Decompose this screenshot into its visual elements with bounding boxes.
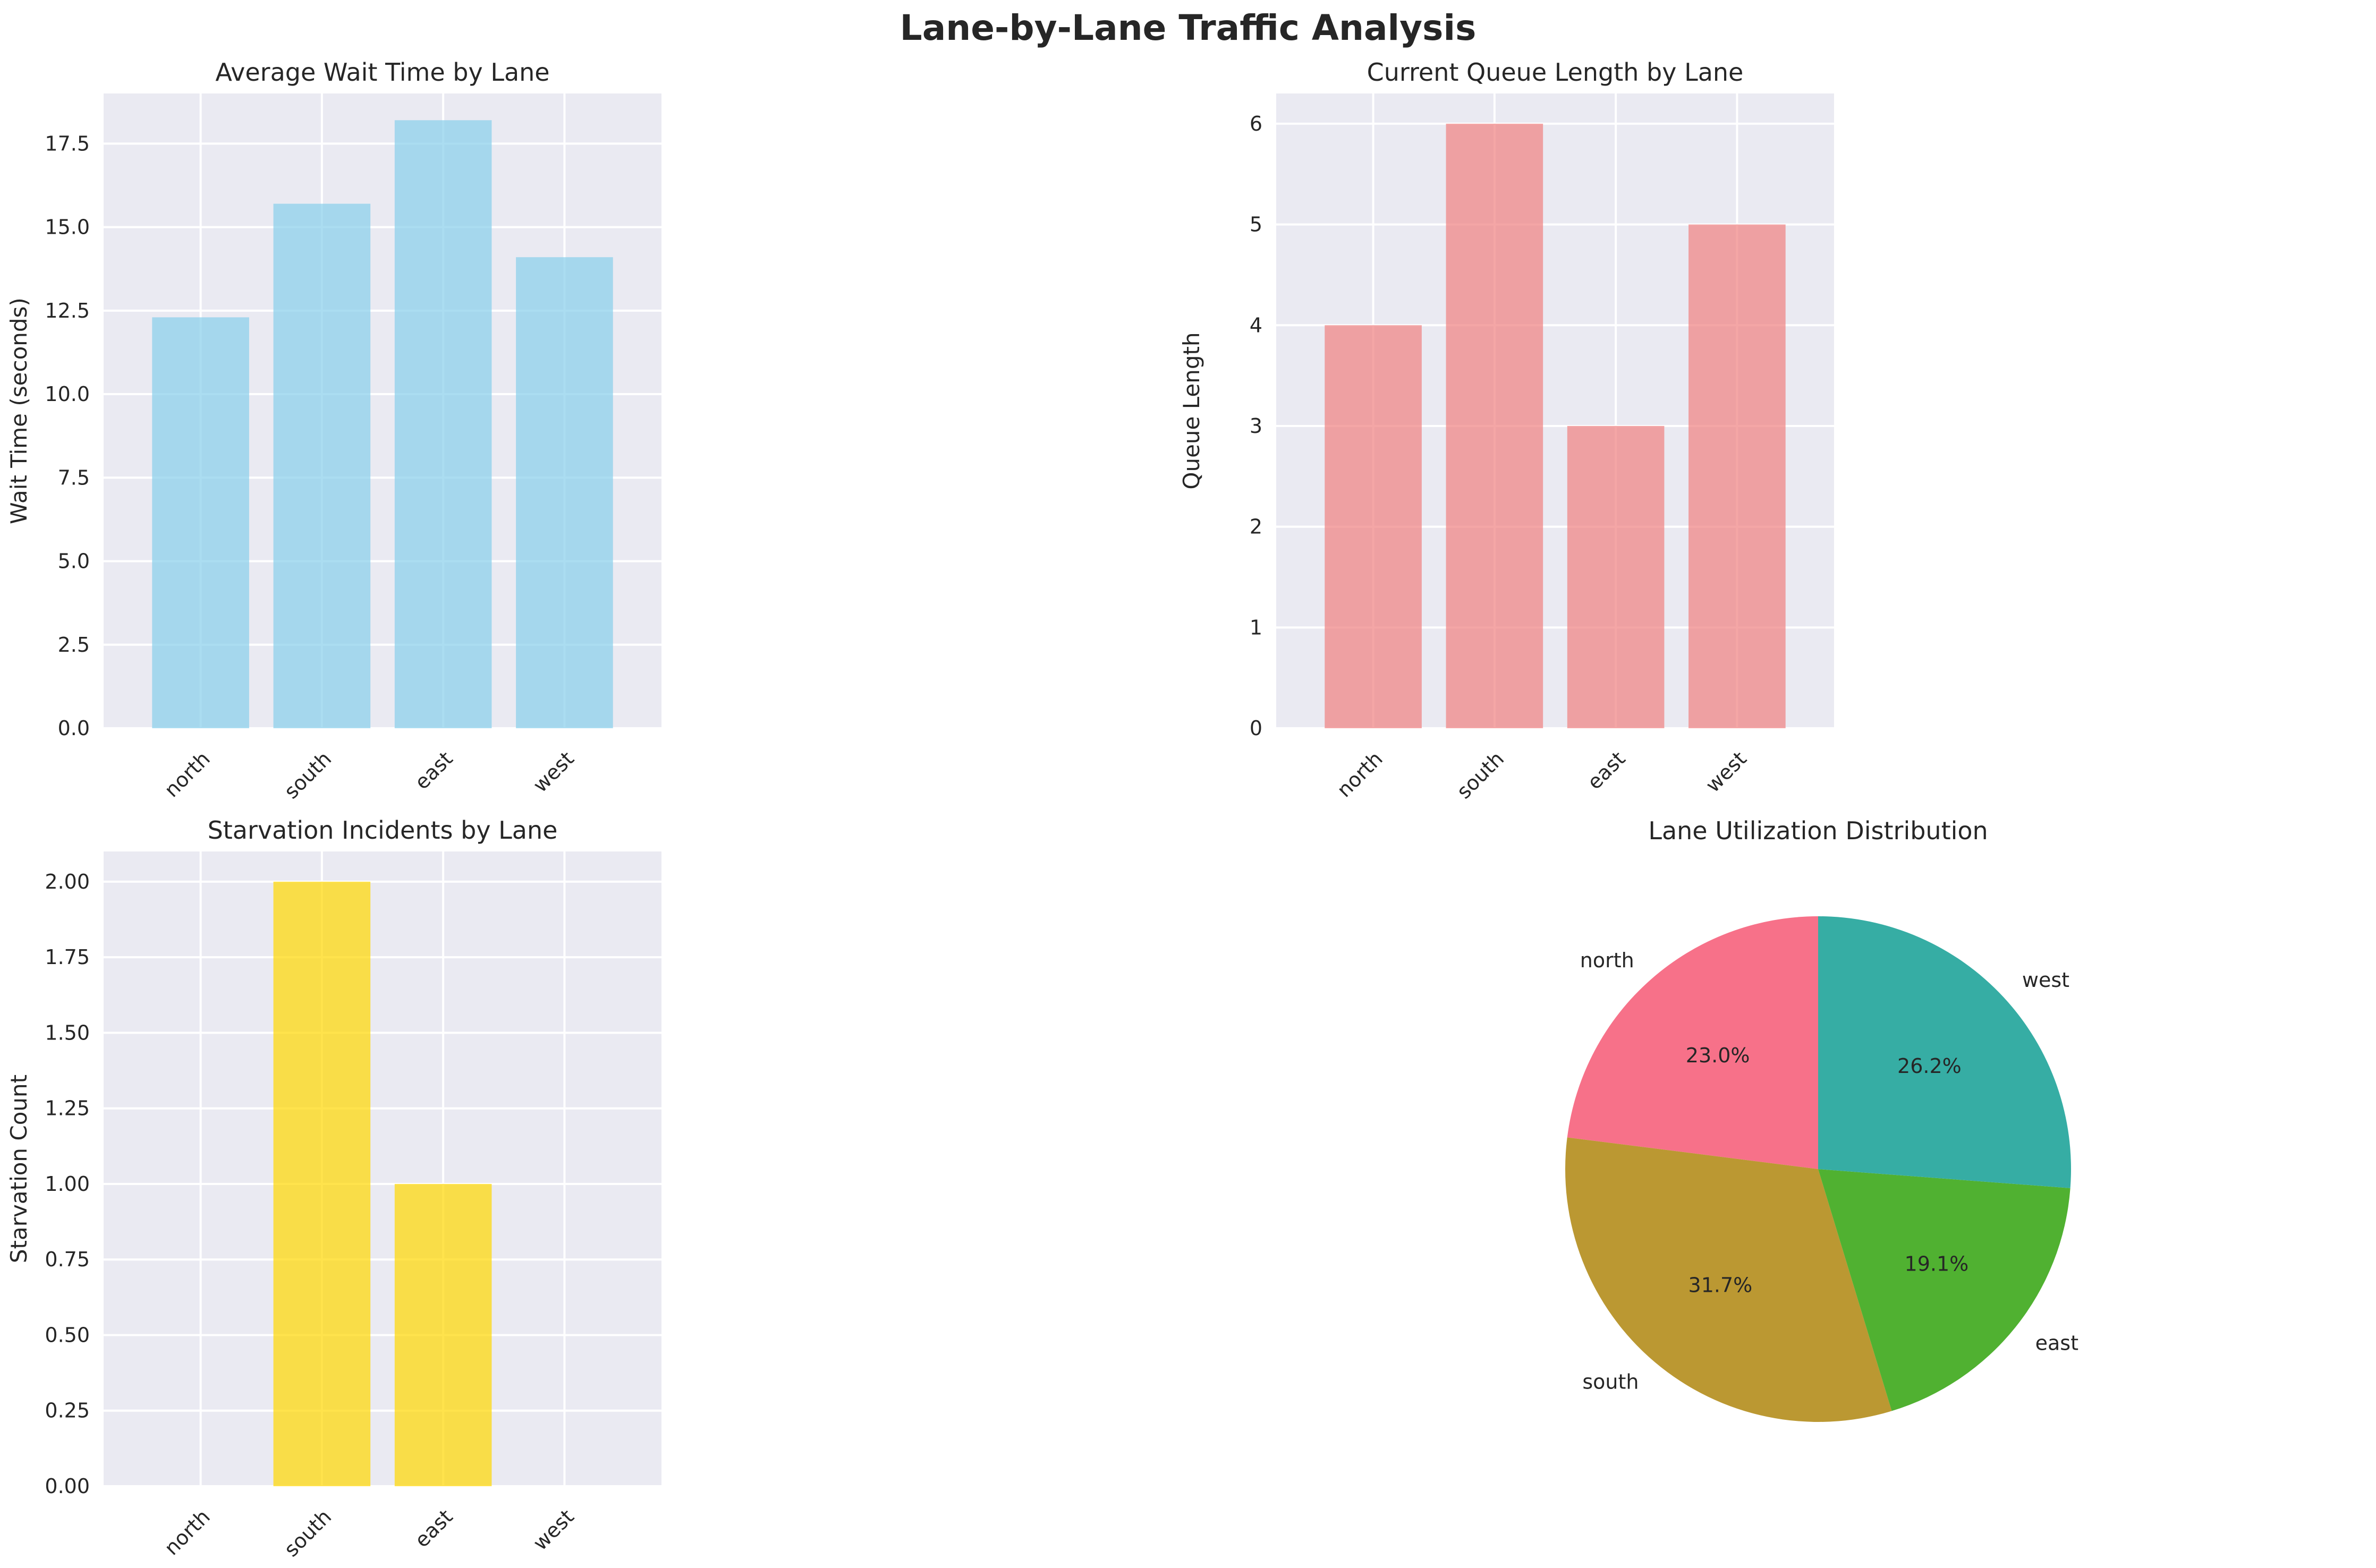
queue-length-y-tick-label: 2	[1250, 515, 1262, 539]
wait-time-y-axis-label: Wait Time (seconds)	[6, 297, 32, 524]
wait-time-bar-east	[394, 120, 492, 728]
starvation-y-tick-label: 0.25	[45, 1399, 90, 1422]
pie-pct-label-east: 19.1%	[1905, 1252, 1969, 1276]
starvation-x-tick-label: south	[279, 1505, 336, 1561]
queue-length-bar-west	[1688, 224, 1786, 729]
queue-length-y-tick-label: 0	[1250, 717, 1262, 740]
starvation-y-tick-label: 1.00	[45, 1172, 90, 1196]
pie-label-west: west	[2022, 968, 2069, 992]
starvation-x-tick-label: west	[529, 1505, 579, 1555]
queue-length-y-tick-label: 6	[1250, 112, 1262, 135]
queue-length-bar-north	[1325, 325, 1422, 728]
pie-label-east: east	[2035, 1331, 2078, 1354]
queue-length-chart-title: Current Queue Length by Lane	[1367, 58, 1744, 87]
starvation-y-tick-label: 1.50	[45, 1021, 90, 1044]
wait-time-y-tick-label: 2.5	[58, 633, 90, 657]
queue-length-x-tick-label: north	[1333, 747, 1387, 802]
starvation-bar-south	[273, 881, 371, 1486]
queue-length-bar-south	[1446, 123, 1543, 728]
starvation-chart-title: Starvation Incidents by Lane	[208, 816, 558, 845]
wait-time-x-tick-label: south	[279, 747, 336, 803]
queue-length-y-axis-label: Queue Length	[1178, 332, 1204, 489]
wait-time-bar-west	[516, 257, 613, 728]
pie-pct-label-north: 23.0%	[1686, 1044, 1750, 1067]
starvation-y-tick-label: 0.00	[45, 1475, 90, 1498]
pie-slice-east	[1818, 1169, 2070, 1411]
wait-time-y-tick-label: 5.0	[58, 550, 90, 573]
queue-length-y-tick-label: 5	[1250, 213, 1262, 236]
queue-length-y-tick-label: 4	[1250, 313, 1262, 337]
starvation-y-tick-label: 2.00	[45, 870, 90, 893]
wait-time-bar-south	[273, 203, 371, 729]
pie-pct-label-west: 26.2%	[1897, 1054, 1962, 1078]
starvation-y-tick-label: 1.25	[45, 1097, 90, 1120]
utilization-pie-chart: Lane Utilization Distribution north 23.0% s…	[1565, 816, 2078, 1422]
queue-length-bar-chart: 0 1 2 3 4 5 6 north south east west Current Queue L…	[1178, 58, 1834, 803]
queue-length-y-tick-label: 1	[1250, 616, 1262, 639]
queue-length-y-tick-label: 3	[1250, 414, 1262, 438]
wait-time-chart-title: Average Wait Time by Lane	[215, 58, 549, 87]
starvation-plot-area	[104, 851, 661, 1486]
pie-slice-south	[1565, 1137, 1892, 1422]
wait-time-bar-north	[152, 317, 249, 728]
starvation-x-tick-label: east	[410, 1505, 457, 1552]
pie-slice-west	[1818, 916, 2071, 1188]
pie-pct-label-south: 31.7%	[1688, 1273, 1753, 1297]
starvation-y-axis-label: Starvation Count	[6, 1075, 32, 1263]
queue-length-bar-east	[1567, 425, 1665, 728]
wait-time-x-tick-label: east	[410, 747, 457, 794]
queue-length-x-tick-label: east	[1583, 747, 1630, 794]
wait-time-y-tick-label: 7.5	[58, 466, 90, 489]
starvation-y-tick-label: 1.75	[45, 945, 90, 969]
wait-time-bar-chart: 0.0 2.5 5.0 7.5 10.0 12.5 15.0 17.5 north south ea…	[6, 58, 661, 803]
utilization-chart-title: Lane Utilization Distribution	[1648, 816, 1988, 845]
pie-slice-north	[1567, 916, 1818, 1169]
wait-time-y-tick-label: 12.5	[45, 299, 90, 322]
starvation-y-tick-label: 0.75	[45, 1248, 90, 1271]
starvation-bar-east	[394, 1183, 492, 1486]
wait-time-y-tick-label: 15.0	[45, 216, 90, 239]
starvation-bar-chart: 0.00 0.25 0.50 0.75 1.00 1.25 1.50 1.75 2.00 nort…	[6, 816, 661, 1561]
wait-time-x-tick-label: west	[529, 747, 579, 797]
pie-label-south: south	[1582, 1370, 1639, 1393]
queue-length-x-tick-label: south	[1452, 747, 1508, 803]
queue-length-x-tick-label: west	[1701, 747, 1751, 797]
wait-time-x-tick-label: north	[160, 747, 215, 802]
pie-label-north: north	[1580, 949, 1634, 972]
starvation-x-tick-label: north	[160, 1505, 215, 1560]
wait-time-y-tick-label: 17.5	[45, 132, 90, 155]
wait-time-y-tick-label: 0.0	[58, 717, 90, 740]
starvation-y-tick-label: 0.50	[45, 1323, 90, 1347]
figure-title: Lane-by-Lane Traffic Analysis	[900, 7, 1476, 48]
wait-time-y-tick-label: 10.0	[45, 382, 90, 406]
